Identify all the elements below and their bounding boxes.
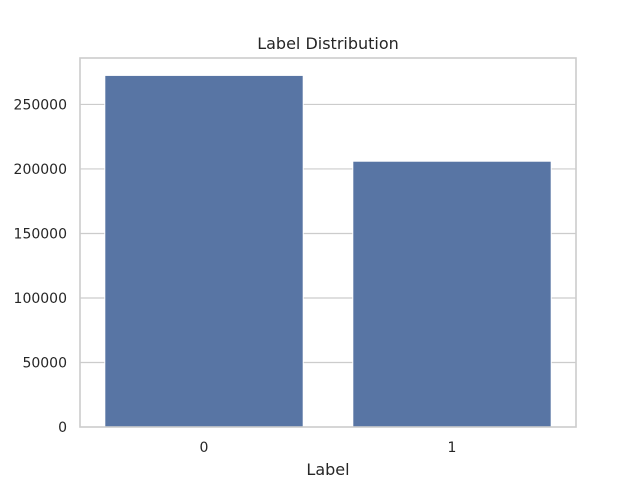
plot-frame (79, 57, 577, 428)
y-tick-label: 150000 (14, 226, 67, 242)
x-tick-label: 1 (448, 440, 457, 456)
y-tick-label: 100000 (14, 291, 67, 307)
y-tick-label: 0 (58, 420, 67, 436)
bars (104, 74, 552, 428)
y-tick-labels: 0 50000 100000 150000 200000 250000 (14, 97, 67, 436)
x-axis-label: Label (306, 460, 349, 479)
chart-title: Label Distribution (257, 34, 399, 53)
y-tick-label: 250000 (14, 97, 67, 113)
x-tick-label: 0 (200, 440, 209, 456)
y-tick-label: 50000 (22, 355, 67, 371)
y-tick-label: 200000 (14, 162, 67, 178)
bar-0 (104, 74, 304, 428)
bar-1 (352, 160, 552, 428)
